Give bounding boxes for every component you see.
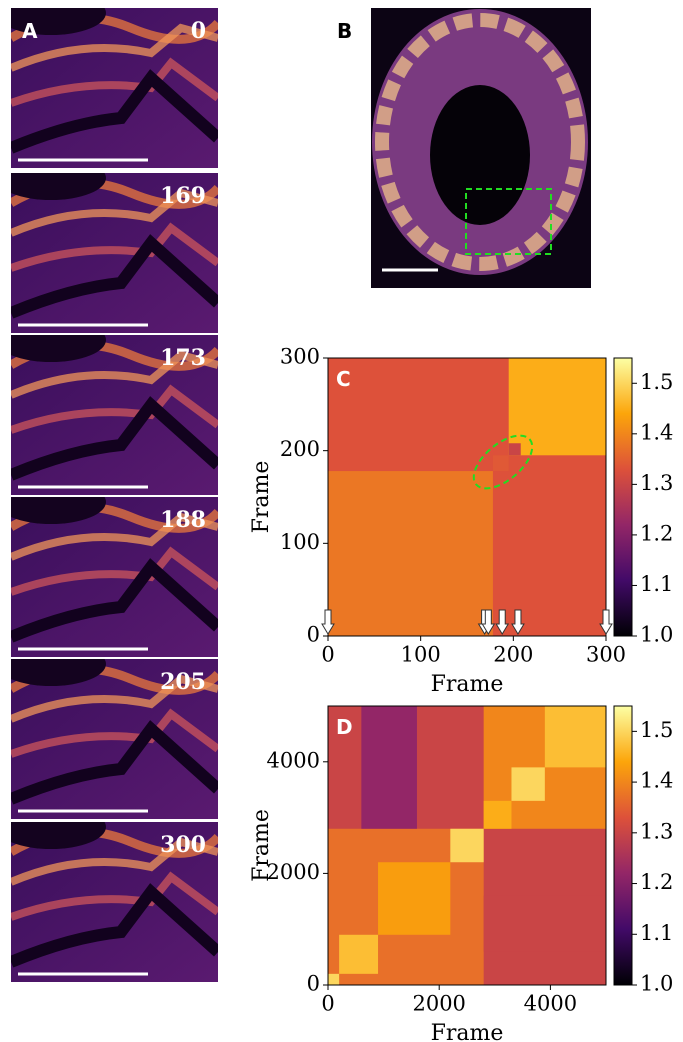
- heatmap-cell: [328, 973, 340, 985]
- y-tick-label: 2000: [267, 860, 320, 884]
- colorbar-tick-label: 1.4: [640, 420, 673, 444]
- colorbar-tick-label: 1.5: [640, 370, 673, 394]
- x-tick-label: 2000: [412, 992, 465, 1016]
- frame-number: 188: [160, 507, 206, 533]
- panel-label: B: [337, 19, 352, 43]
- colorbar-tick-label: 1.0: [640, 623, 673, 647]
- y-axis-label: Frame: [249, 809, 274, 882]
- heatmap-cell: [378, 862, 451, 935]
- colorbar-tick-label: 1.4: [640, 769, 673, 793]
- heatmap-cell: [483, 895, 606, 952]
- colorbar-tick-label: 1.2: [640, 521, 673, 545]
- heatmap-cell: [483, 800, 512, 829]
- heatmap-cell: [328, 471, 493, 636]
- frame-number: 205: [160, 669, 206, 695]
- colorbar-tick-label: 1.0: [640, 972, 673, 996]
- colorbar-tick-label: 1.3: [640, 819, 673, 843]
- x-tick-label: 0: [321, 992, 334, 1016]
- panel-a: A 0 169 173 188 205 300: [0, 0, 218, 982]
- heatmap-cell: [361, 706, 417, 829]
- heatmap-cell: [492, 455, 509, 472]
- colorbar-tick-label: 1.3: [640, 471, 673, 495]
- sample-texture: [375, 13, 585, 271]
- frame-marker: [495, 609, 510, 635]
- heatmap-cell: [339, 934, 379, 974]
- heatmap-cell: [450, 828, 484, 863]
- roi-box: [465, 188, 552, 255]
- y-tick-label: 0: [307, 623, 320, 647]
- x-axis-label: Frame: [431, 1021, 504, 1042]
- y-axis-label: Frame: [249, 461, 274, 534]
- heatmap-cell: [544, 706, 606, 768]
- frame-number: 169: [160, 183, 206, 209]
- x-tick-label: 4000: [524, 992, 577, 1016]
- heatmap-cell: [508, 443, 521, 456]
- frame-number: 0: [191, 18, 206, 44]
- sample-hole: [430, 85, 530, 225]
- x-tick-label: 100: [401, 643, 441, 667]
- frame-marker: [321, 609, 335, 635]
- x-tick-label: 300: [586, 643, 626, 667]
- plot-frame: [327, 705, 607, 986]
- frame-marker: [511, 609, 525, 635]
- x-axis-label: Frame: [431, 672, 504, 697]
- y-tick-label: 4000: [267, 748, 320, 772]
- panel-b: B: [337, 8, 591, 288]
- y-tick-label: 0: [307, 972, 320, 996]
- colorbar-tick-label: 1.1: [640, 572, 673, 596]
- colorbar-tick-label: 1.5: [640, 718, 673, 742]
- colorbar: [613, 705, 633, 986]
- colorbar-tick-label: 1.1: [640, 921, 673, 945]
- colorbar-tick-label: 1.2: [640, 870, 673, 894]
- panel-label: C: [336, 367, 351, 391]
- panel-label: A: [22, 19, 38, 43]
- x-tick-label: 200: [493, 643, 533, 667]
- y-tick-label: 200: [280, 437, 320, 461]
- frame-marker: [599, 609, 613, 635]
- y-tick-label: 100: [280, 530, 320, 554]
- y-tick-label: 300: [280, 345, 320, 369]
- x-tick-label: 0: [321, 643, 334, 667]
- heatmap-cell: [511, 767, 545, 801]
- plot-frame: [327, 357, 607, 637]
- frame-marker: [481, 609, 496, 635]
- panel-label: D: [336, 715, 353, 739]
- annotation-ellipse: [472, 434, 534, 490]
- frame-number: 300: [160, 832, 206, 858]
- colorbar: [613, 357, 633, 637]
- heatmap-cell: [508, 358, 606, 456]
- frame-number: 173: [160, 345, 206, 371]
